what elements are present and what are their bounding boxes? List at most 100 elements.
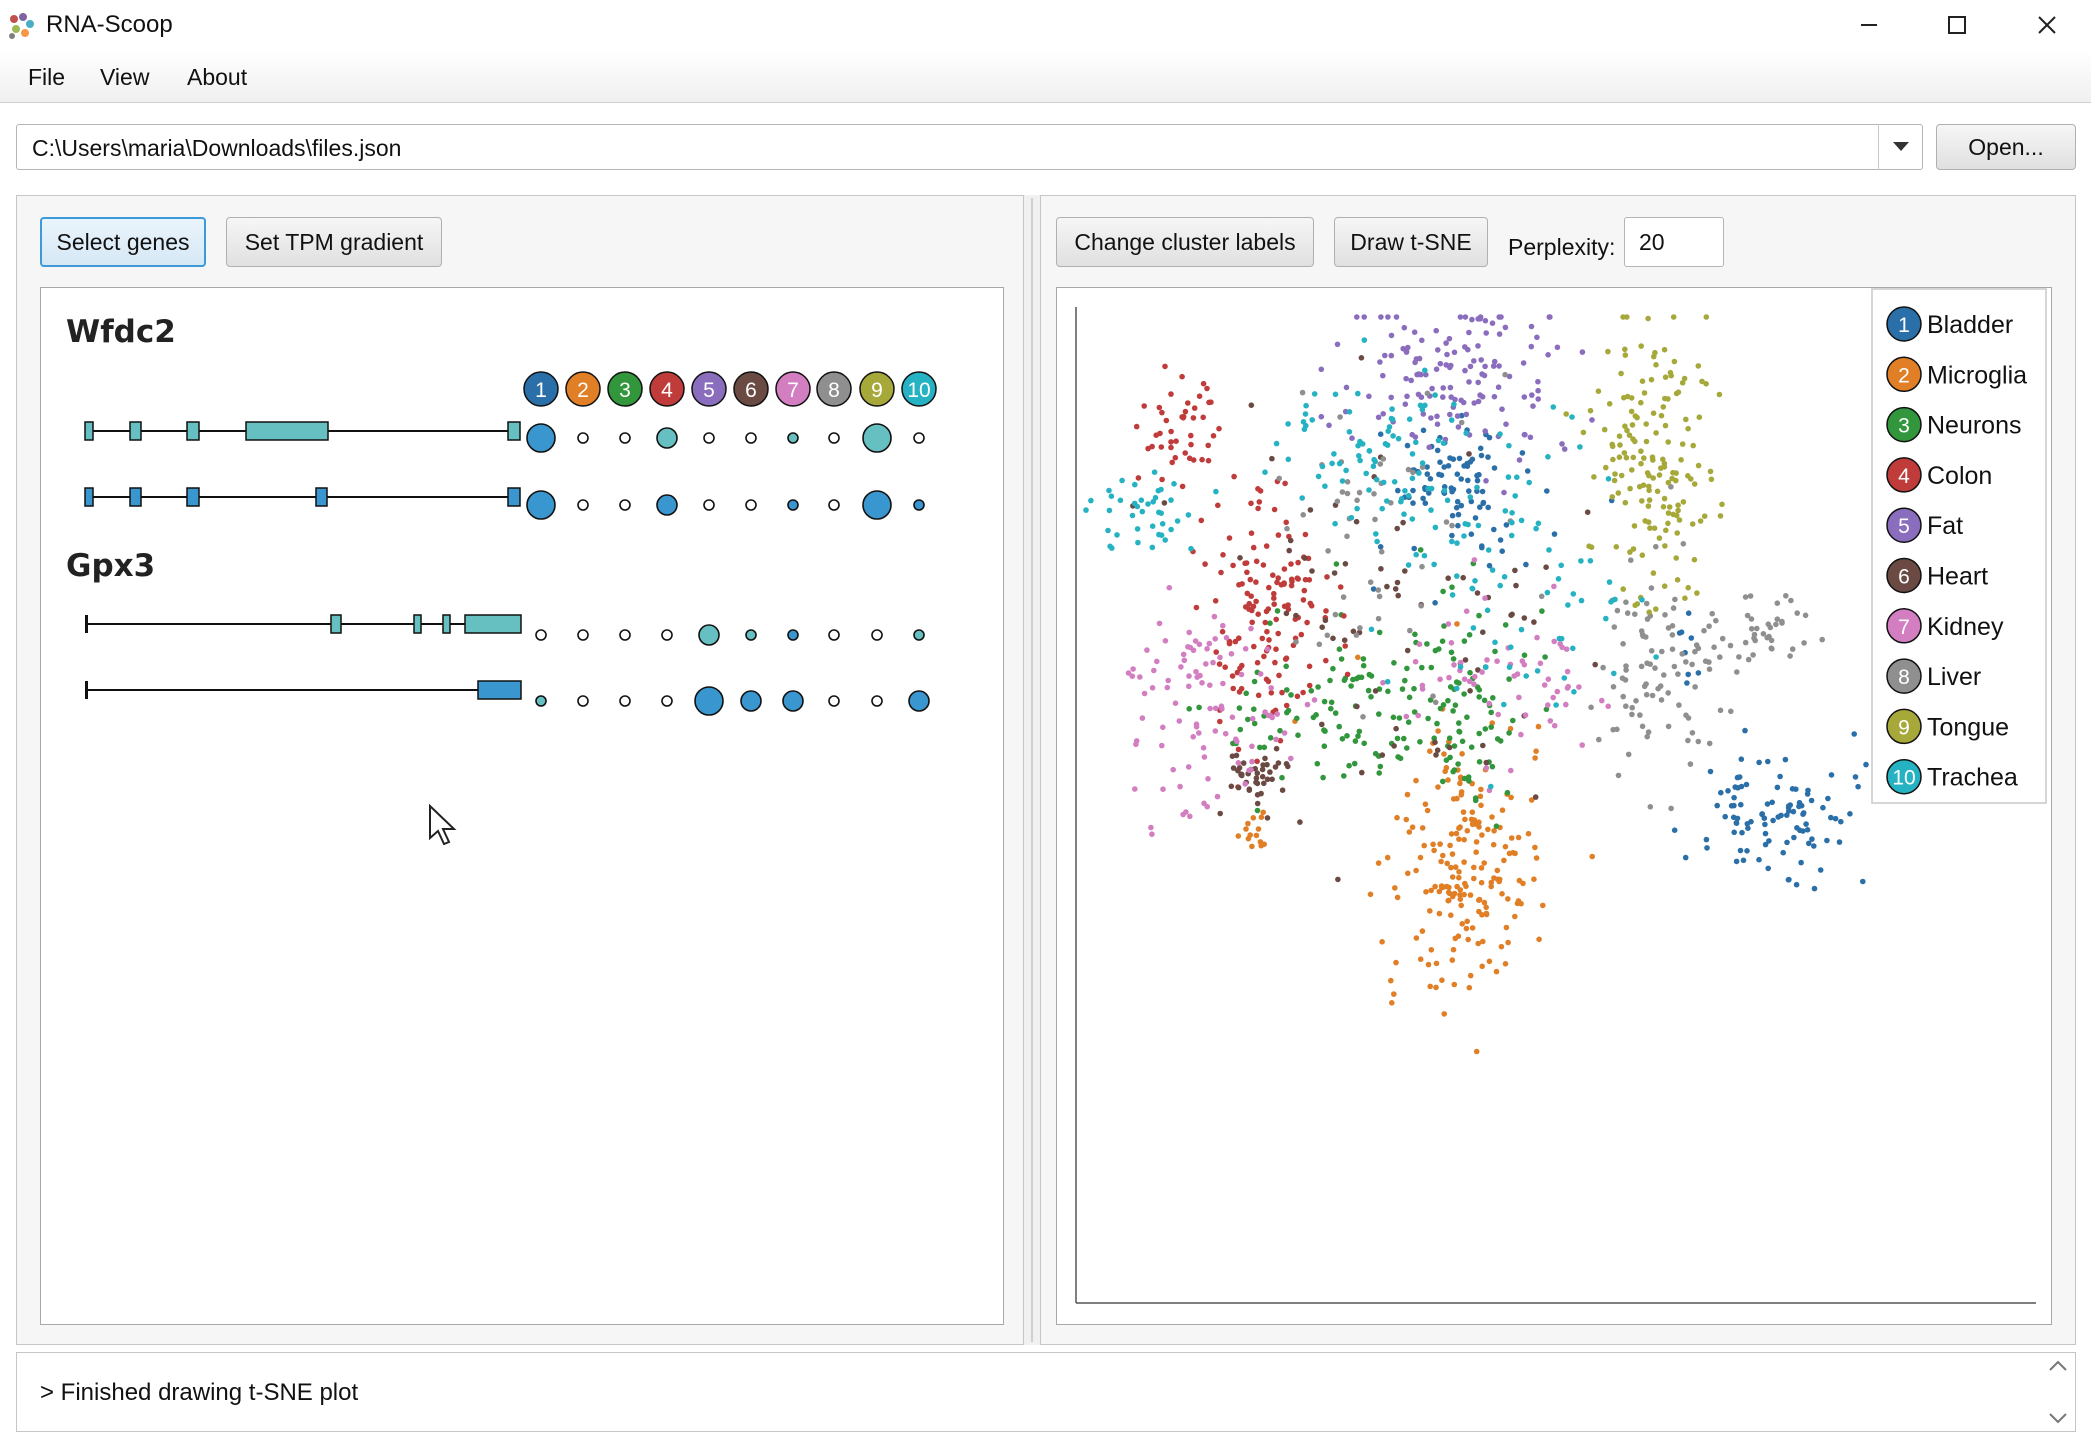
tsne-point[interactable] [1474, 472, 1480, 479]
tsne-point[interactable] [1206, 640, 1213, 647]
tsne-point[interactable] [1606, 579, 1613, 585]
tsne-point[interactable] [1160, 724, 1166, 731]
tsne-point[interactable] [1790, 808, 1797, 815]
tsne-point[interactable] [1385, 428, 1391, 434]
tsne-point[interactable] [1298, 631, 1305, 638]
tsne-point[interactable] [1644, 660, 1650, 666]
tsne-point[interactable] [1353, 518, 1360, 525]
tsne-point[interactable] [1847, 811, 1853, 817]
tsne-point[interactable] [1756, 856, 1762, 863]
tsne-point[interactable] [1328, 705, 1334, 712]
tsne-point[interactable] [1516, 457, 1523, 463]
tsne-point[interactable] [1537, 660, 1544, 667]
tsne-point[interactable] [1467, 688, 1473, 694]
tsne-point[interactable] [1468, 498, 1475, 505]
tsne-point[interactable] [1273, 736, 1279, 743]
tsne-point[interactable] [1479, 544, 1485, 551]
tsne-point[interactable] [1684, 680, 1690, 686]
tsne-point[interactable] [1384, 498, 1390, 504]
tsne-point[interactable] [1331, 451, 1337, 457]
tsne-point[interactable] [1409, 475, 1416, 482]
tsne-point[interactable] [1454, 498, 1461, 505]
tsne-point[interactable] [1377, 763, 1384, 770]
tsne-point[interactable] [1213, 488, 1219, 495]
tsne-point[interactable] [1661, 460, 1668, 467]
tsne-point[interactable] [1563, 411, 1569, 417]
tsne-point[interactable] [1479, 963, 1485, 970]
tsne-point[interactable] [1431, 561, 1437, 568]
tsne-point[interactable] [1628, 408, 1635, 415]
tsne-point[interactable] [1558, 635, 1565, 642]
tsne-point[interactable] [1646, 497, 1653, 503]
tsne-point[interactable] [1495, 384, 1502, 390]
tsne-point[interactable] [1233, 752, 1240, 759]
tpm-dot[interactable] [526, 423, 556, 453]
tsne-point[interactable] [1638, 460, 1644, 467]
tsne-point[interactable] [1662, 422, 1669, 429]
tsne-point[interactable] [1851, 731, 1857, 737]
tsne-point[interactable] [1791, 834, 1797, 841]
path-dropdown-button[interactable] [1878, 124, 1923, 170]
tsne-point[interactable] [1437, 705, 1444, 712]
tsne-point[interactable] [1477, 504, 1483, 510]
tsne-point[interactable] [1293, 639, 1299, 645]
tsne-point[interactable] [1300, 597, 1307, 603]
tsne-point[interactable] [1561, 675, 1568, 681]
tsne-point[interactable] [1268, 690, 1275, 696]
tsne-point[interactable] [1494, 736, 1501, 742]
tsne-point[interactable] [1315, 684, 1321, 690]
tsne-point[interactable] [1366, 448, 1373, 454]
tsne-point[interactable] [1467, 972, 1474, 979]
tsne-point[interactable] [1662, 612, 1668, 618]
tsne-point[interactable] [1117, 497, 1124, 504]
tsne-point[interactable] [1159, 742, 1165, 749]
tsne-point[interactable] [1507, 725, 1514, 732]
tsne-point[interactable] [1246, 787, 1253, 793]
tsne-point[interactable] [1665, 396, 1671, 402]
tsne-point[interactable] [1311, 697, 1318, 703]
tsne-point[interactable] [1376, 711, 1382, 717]
tsne-point[interactable] [1676, 702, 1682, 708]
tsne-point[interactable] [1483, 478, 1489, 484]
tsne-point[interactable] [1766, 838, 1772, 844]
tsne-point[interactable] [1449, 851, 1456, 857]
tsne-point[interactable] [1341, 613, 1347, 619]
tsne-point[interactable] [1468, 744, 1475, 750]
tsne-point[interactable] [1438, 858, 1444, 865]
close-button[interactable] [2002, 0, 2091, 50]
tsne-point[interactable] [1309, 417, 1315, 423]
tsne-point[interactable] [1672, 596, 1678, 603]
tsne-point[interactable] [1719, 635, 1726, 642]
tsne-point[interactable] [1441, 1011, 1447, 1017]
tsne-point[interactable] [1253, 775, 1260, 781]
tsne-point[interactable] [1603, 464, 1609, 471]
tsne-point[interactable] [1477, 445, 1484, 452]
tsne-point[interactable] [1434, 720, 1440, 727]
tsne-point[interactable] [1690, 442, 1696, 449]
tsne-point[interactable] [1463, 430, 1469, 436]
tsne-point[interactable] [1228, 651, 1235, 657]
tsne-point[interactable] [1235, 833, 1242, 839]
tsne-point[interactable] [1435, 347, 1441, 353]
tsne-point[interactable] [1740, 857, 1747, 864]
tsne-point[interactable] [1163, 417, 1170, 424]
legend-item-trachea[interactable]: 10 Trachea [1886, 758, 2018, 795]
tsne-point[interactable] [1465, 936, 1471, 943]
tsne-point[interactable] [1762, 830, 1769, 837]
tsne-point[interactable] [1259, 766, 1266, 773]
tpm-dot[interactable] [577, 629, 589, 641]
tsne-point[interactable] [1274, 711, 1280, 717]
tsne-point[interactable] [1551, 531, 1558, 537]
tsne-point[interactable] [1266, 637, 1272, 643]
tsne-point[interactable] [1547, 718, 1554, 724]
tsne-point[interactable] [1201, 800, 1207, 807]
tsne-point[interactable] [1413, 777, 1419, 784]
tsne-point[interactable] [1417, 739, 1423, 745]
tsne-point[interactable] [1202, 561, 1208, 567]
tsne-point[interactable] [1196, 704, 1202, 711]
tsne-point[interactable] [1427, 748, 1433, 754]
tsne-point[interactable] [1442, 768, 1448, 775]
tsne-point[interactable] [1501, 574, 1508, 580]
tsne-point[interactable] [1479, 488, 1486, 495]
tsne-point[interactable] [1448, 640, 1455, 646]
